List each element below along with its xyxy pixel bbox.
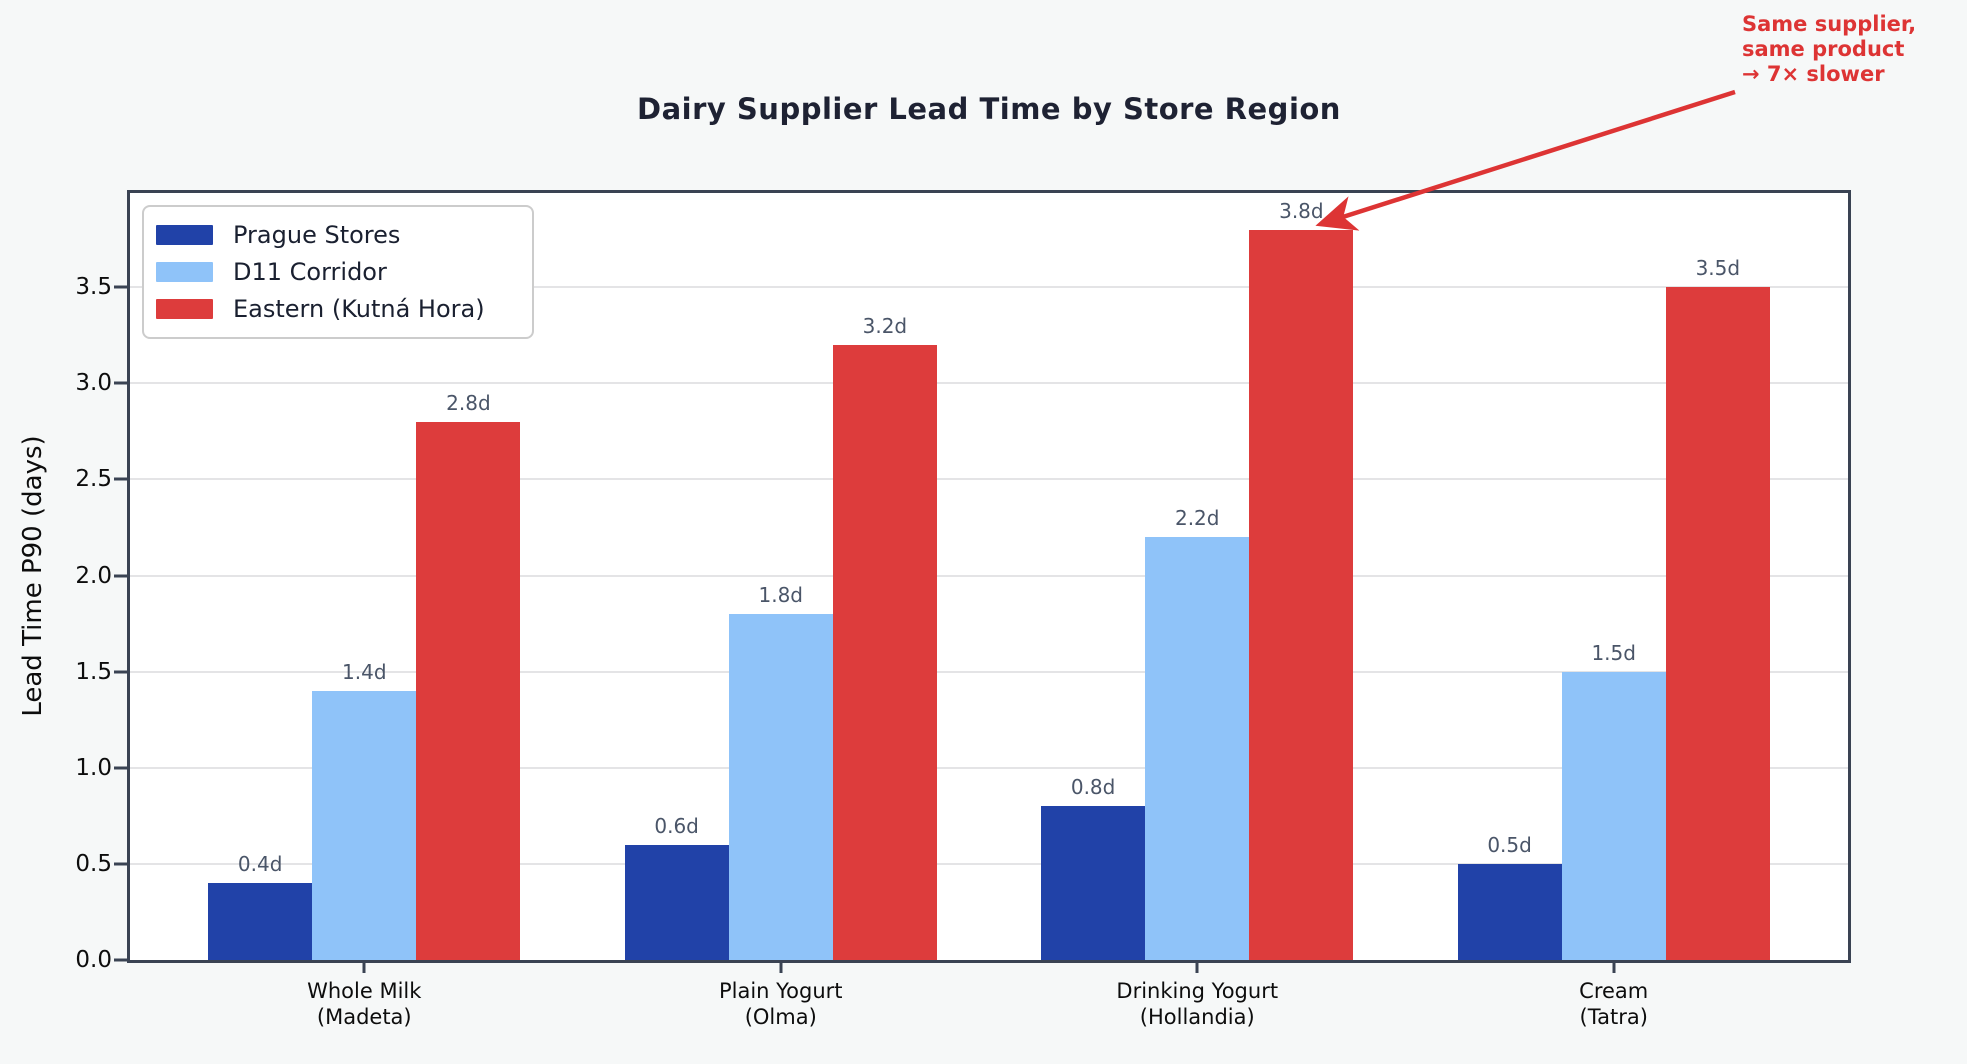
y-tick-mark	[114, 766, 127, 770]
y-tick-mark	[114, 862, 127, 866]
bar-3-2	[832, 344, 937, 960]
legend-label: Prague Stores	[233, 221, 401, 250]
bar-value-label: 2.8d	[446, 390, 491, 415]
x-tick-label: Drinking Yogurt (Hollandia)	[1116, 979, 1279, 1030]
bar-2-2	[728, 614, 833, 960]
bar-value-label: 0.8d	[1070, 775, 1116, 800]
legend-swatch	[156, 298, 213, 319]
bar-3-3	[1249, 229, 1354, 960]
y-tick-label: 1.0	[75, 754, 112, 781]
legend-label: Eastern (Kutná Hora)	[233, 294, 485, 323]
legend-item: D11 Corridor	[156, 258, 514, 286]
gridline	[130, 766, 1848, 769]
legend-swatch	[156, 225, 213, 246]
x-tick-label: Whole Milk (Madeta)	[307, 979, 422, 1030]
y-tick-label: 1.5	[75, 658, 112, 685]
bar-2-1	[312, 690, 417, 960]
annotation-text: Same supplier, same product → 7× slower	[1742, 12, 1917, 87]
y-tick-label: 0.5	[75, 850, 112, 877]
x-tick-mark	[779, 963, 783, 973]
bar-value-label: 0.4d	[237, 852, 283, 877]
x-tick-label: Cream (Tatra)	[1579, 979, 1649, 1030]
bar-value-label: 2.2d	[1174, 506, 1220, 531]
y-tick-mark	[114, 670, 127, 674]
y-tick-label: 2.0	[75, 562, 112, 589]
gridline	[130, 478, 1848, 481]
bar-value-label: 3.8d	[1279, 198, 1324, 223]
plot-area: 0.4d 0.6d 0.8d 0.5d 1.4d 1.8d 2.2d 1.5d 2.8d 3.2d…	[127, 190, 1851, 963]
bar-2-4	[1561, 671, 1666, 960]
x-tick-mark	[1195, 963, 1199, 973]
bar-3-4	[1665, 287, 1770, 960]
legend-label: D11 Corridor	[233, 257, 387, 286]
gridline	[130, 670, 1848, 673]
bar-1-4	[1457, 863, 1562, 960]
legend-swatch	[156, 261, 213, 282]
y-tick-mark	[114, 381, 127, 385]
bar-value-label: 3.5d	[1695, 256, 1741, 281]
gridline	[130, 574, 1848, 577]
x-tick-mark	[1612, 963, 1616, 973]
y-tick-mark	[114, 574, 127, 578]
y-tick-label: 3.5	[75, 274, 112, 301]
legend-item: Eastern (Kutná Hora)	[156, 295, 514, 323]
legend-item: Prague Stores	[156, 221, 514, 249]
bar-3-1	[416, 421, 521, 960]
bar-value-label: 1.8d	[758, 583, 804, 607]
y-tick-label: 3.0	[75, 370, 112, 397]
y-tick-mark	[114, 958, 127, 962]
gridline	[130, 286, 1848, 289]
x-tick-mark	[362, 963, 366, 973]
bar-2-3	[1145, 537, 1250, 960]
bar-1-2	[624, 844, 729, 960]
bar-value-label: 1.5d	[1591, 640, 1636, 665]
gridline	[130, 382, 1848, 385]
bar-1-1	[208, 883, 313, 960]
bar-value-label: 0.5d	[1487, 832, 1532, 857]
y-tick-label: 0.0	[75, 947, 112, 973]
gridline	[130, 862, 1848, 865]
bar-value-label: 0.6d	[654, 813, 699, 838]
chart-title: Dairy Supplier Lead Time by Store Region	[637, 92, 1341, 126]
y-tick-label: 2.5	[75, 466, 112, 493]
bar-value-label: 3.2d	[862, 313, 908, 338]
y-tick-mark	[114, 477, 127, 481]
x-tick-label: Plain Yogurt (Olma)	[718, 979, 843, 1030]
bar-value-label: 1.4d	[342, 659, 387, 684]
legend: Prague Stores D11 Corridor Eastern (Kutná …	[142, 205, 534, 339]
y-tick-mark	[114, 285, 127, 289]
bar-1-3	[1041, 806, 1146, 960]
